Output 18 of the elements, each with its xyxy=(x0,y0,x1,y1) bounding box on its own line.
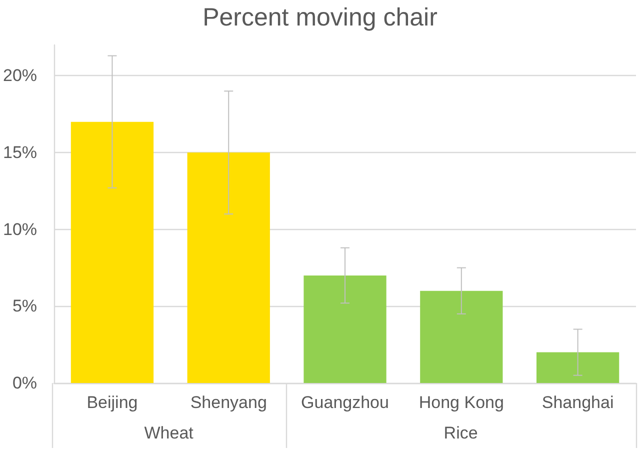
x-tick-label: Shanghai xyxy=(542,393,614,412)
x-tick-label: Beijing xyxy=(86,393,138,412)
y-tick-label: 20% xyxy=(2,66,38,86)
bar xyxy=(420,290,503,383)
text: Wheat xyxy=(144,424,194,442)
bar xyxy=(536,352,620,383)
x-tick-label: Hong Kong xyxy=(418,393,504,412)
chart-title: Percent moving chair xyxy=(202,4,438,32)
x-tick-label: Shenyang xyxy=(190,393,267,412)
y-tick-label: 0% xyxy=(12,374,38,392)
y-tick-label: 10% xyxy=(2,220,38,239)
y-tick-label: 15% xyxy=(2,143,38,162)
bar xyxy=(187,152,270,383)
y-tick-label: 5% xyxy=(12,296,38,316)
bar xyxy=(70,122,154,383)
x-tick-label: Guangzhou xyxy=(301,393,389,412)
bar xyxy=(304,275,386,383)
text: Rice xyxy=(444,424,478,442)
